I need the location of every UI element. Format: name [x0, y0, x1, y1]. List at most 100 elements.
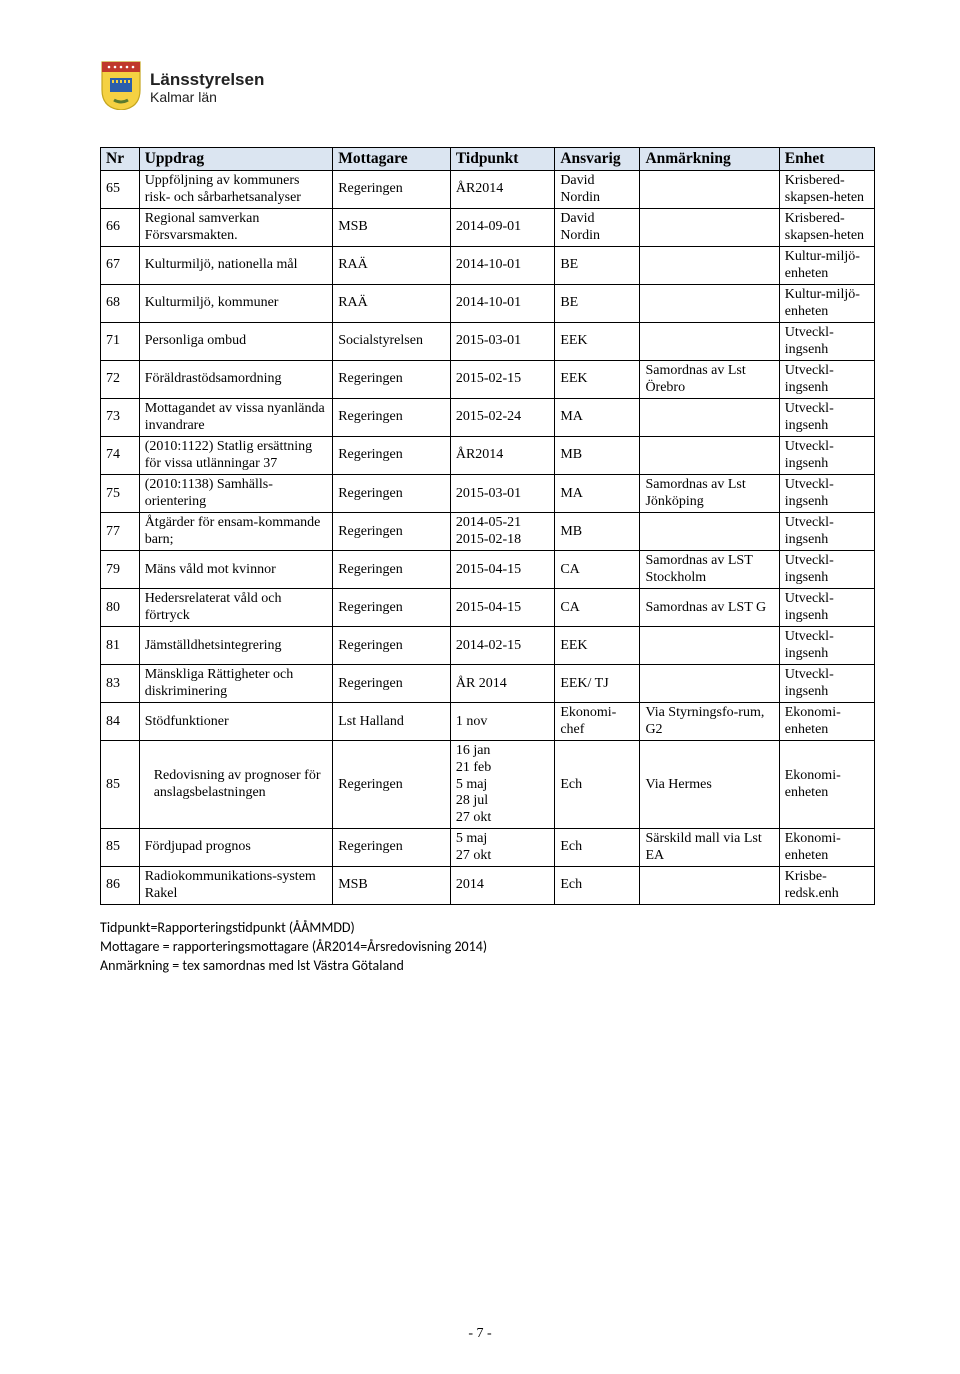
cell-tidpunkt: ÅR 2014 — [450, 665, 554, 703]
logo-line2: Kalmar län — [150, 89, 264, 105]
cell-uppdrag: Hedersrelaterat våld och förtryck — [139, 589, 333, 627]
cell-enhet: Krisbered-skapsen-heten — [779, 209, 874, 247]
cell-tidpunkt: 2015-03-01 — [450, 323, 554, 361]
cell-nr: 84 — [101, 703, 140, 741]
cell-anm: Via Styrningsfo-rum, G2 — [640, 703, 779, 741]
cell-tidpunkt: 2015-02-15 — [450, 361, 554, 399]
table-row: 73Mottagandet av vissa nyanlända invandr… — [101, 399, 875, 437]
cell-tidpunkt: 2014-10-01 — [450, 247, 554, 285]
cell-nr: 65 — [101, 171, 140, 209]
cell-enhet: Krisbered-skapsen-heten — [779, 171, 874, 209]
table-row: 72FöräldrastödsamordningRegeringen2015-0… — [101, 361, 875, 399]
cell-anm — [640, 513, 779, 551]
cell-anm — [640, 247, 779, 285]
cell-tidpunkt: ÅR2014 — [450, 437, 554, 475]
cell-enhet: Kultur-miljö-enheten — [779, 247, 874, 285]
table-row: 80Hedersrelaterat våld och förtryckReger… — [101, 589, 875, 627]
cell-anm — [640, 285, 779, 323]
cell-ansvarig: MB — [555, 437, 640, 475]
cell-tidpunkt: 2015-04-15 — [450, 551, 554, 589]
table-row: 86Radiokommunikations-system RakelMSB201… — [101, 867, 875, 905]
table-row: 75(2010:1138) Samhälls-orienteringRegeri… — [101, 475, 875, 513]
table-row: 84StödfunktionerLst Halland1 novEkonomi-… — [101, 703, 875, 741]
cell-ansvarig: Ekonomi-chef — [555, 703, 640, 741]
cell-mottagare: Regeringen — [333, 829, 451, 867]
cell-enhet: Utveckl-ingsenh — [779, 513, 874, 551]
cell-uppdrag: Mottagandet av vissa nyanlända invandrar… — [139, 399, 333, 437]
cell-nr: 86 — [101, 867, 140, 905]
footnote-line: Anmärkning = tex samordnas med lst Västr… — [100, 957, 875, 976]
cell-mottagare: Regeringen — [333, 551, 451, 589]
cell-uppdrag: Mänskliga Rättigheter och diskriminering — [139, 665, 333, 703]
cell-enhet: Ekonomi-enheten — [779, 829, 874, 867]
cell-mottagare: Regeringen — [333, 741, 451, 829]
cell-tidpunkt: 5 maj27 okt — [450, 829, 554, 867]
cell-nr: 74 — [101, 437, 140, 475]
logo-text: Länsstyrelsen Kalmar län — [150, 70, 264, 106]
cell-enhet: Ekonomi-enheten — [779, 703, 874, 741]
cell-enhet: Utveckl-ingsenh — [779, 437, 874, 475]
column-header: Enhet — [779, 148, 874, 171]
cell-mottagare: Regeringen — [333, 627, 451, 665]
cell-mottagare: Regeringen — [333, 171, 451, 209]
column-header: Tidpunkt — [450, 148, 554, 171]
cell-uppdrag: Kulturmiljö, nationella mål — [139, 247, 333, 285]
cell-anm: Samordnas av Lst Jönköping — [640, 475, 779, 513]
table-row: 68Kulturmiljö, kommunerRAÄ2014-10-01BEKu… — [101, 285, 875, 323]
logo-line1: Länsstyrelsen — [150, 70, 264, 90]
cell-tidpunkt: 2014-05-21 2015-02-18 — [450, 513, 554, 551]
cell-uppdrag: Mäns våld mot kvinnor — [139, 551, 333, 589]
column-header: Anmärkning — [640, 148, 779, 171]
cell-tidpunkt: 2014-10-01 — [450, 285, 554, 323]
table-head: NrUppdragMottagareTidpunktAnsvarigAnmärk… — [101, 148, 875, 171]
cell-uppdrag: (2010:1138) Samhälls-orientering — [139, 475, 333, 513]
cell-nr: 73 — [101, 399, 140, 437]
cell-enhet: Utveckl-ingsenh — [779, 399, 874, 437]
table-row: 79Mäns våld mot kvinnorRegeringen2015-04… — [101, 551, 875, 589]
footnotes: Tidpunkt=Rapporteringstidpunkt (ÅÅMMDD)M… — [100, 919, 875, 976]
cell-nr: 85 — [101, 741, 140, 829]
table-row: 66Regional samverkan Försvarsmakten.MSB2… — [101, 209, 875, 247]
cell-ansvarig: David Nordin — [555, 171, 640, 209]
cell-ansvarig: MA — [555, 475, 640, 513]
footnote-line: Tidpunkt=Rapporteringstidpunkt (ÅÅMMDD) — [100, 919, 875, 938]
cell-ansvarig: MA — [555, 399, 640, 437]
cell-ansvarig: EEK — [555, 323, 640, 361]
table-row: 74(2010:1122) Statlig ersättning för vis… — [101, 437, 875, 475]
cell-tidpunkt: 2015-04-15 — [450, 589, 554, 627]
cell-ansvarig: EEK/ TJ — [555, 665, 640, 703]
cell-uppdrag: Jämställdhetsintegrering — [139, 627, 333, 665]
table-body: 65Uppföljning av kommuners risk- och sår… — [101, 171, 875, 905]
cell-uppdrag: (2010:1122) Statlig ersättning för vissa… — [139, 437, 333, 475]
cell-uppdrag: Kulturmiljö, kommuner — [139, 285, 333, 323]
cell-uppdrag: Uppföljning av kommuners risk- och sårba… — [139, 171, 333, 209]
footnote-line: Mottagare = rapporteringsmottagare (ÅR20… — [100, 938, 875, 957]
cell-mottagare: Regeringen — [333, 399, 451, 437]
column-header: Mottagare — [333, 148, 451, 171]
cell-nr: 81 — [101, 627, 140, 665]
cell-tidpunkt: 16 jan21 feb5 maj28 jul27 okt — [450, 741, 554, 829]
cell-ansvarig: Ech — [555, 867, 640, 905]
cell-enhet: Utveckl-ingsenh — [779, 323, 874, 361]
cell-ansvarig: Ech — [555, 829, 640, 867]
cell-mottagare: Lst Halland — [333, 703, 451, 741]
cell-anm — [640, 867, 779, 905]
cell-tidpunkt: 2014-09-01 — [450, 209, 554, 247]
cell-mottagare: RAÄ — [333, 285, 451, 323]
cell-nr: 71 — [101, 323, 140, 361]
cell-tidpunkt: 2015-02-24 — [450, 399, 554, 437]
cell-ansvarig: David Nordin — [555, 209, 640, 247]
data-table: NrUppdragMottagareTidpunktAnsvarigAnmärk… — [100, 147, 875, 905]
shield-logo-icon — [100, 60, 150, 115]
cell-mottagare: Regeringen — [333, 437, 451, 475]
cell-ansvarig: EEK — [555, 361, 640, 399]
cell-enhet: Utveckl-ingsenh — [779, 551, 874, 589]
cell-mottagare: Socialstyrelsen — [333, 323, 451, 361]
cell-anm — [640, 437, 779, 475]
cell-nr: 83 — [101, 665, 140, 703]
cell-anm: Via Hermes — [640, 741, 779, 829]
cell-uppdrag: Stödfunktioner — [139, 703, 333, 741]
page-number: - 7 - — [0, 1326, 960, 1342]
column-header: Uppdrag — [139, 148, 333, 171]
cell-anm — [640, 399, 779, 437]
